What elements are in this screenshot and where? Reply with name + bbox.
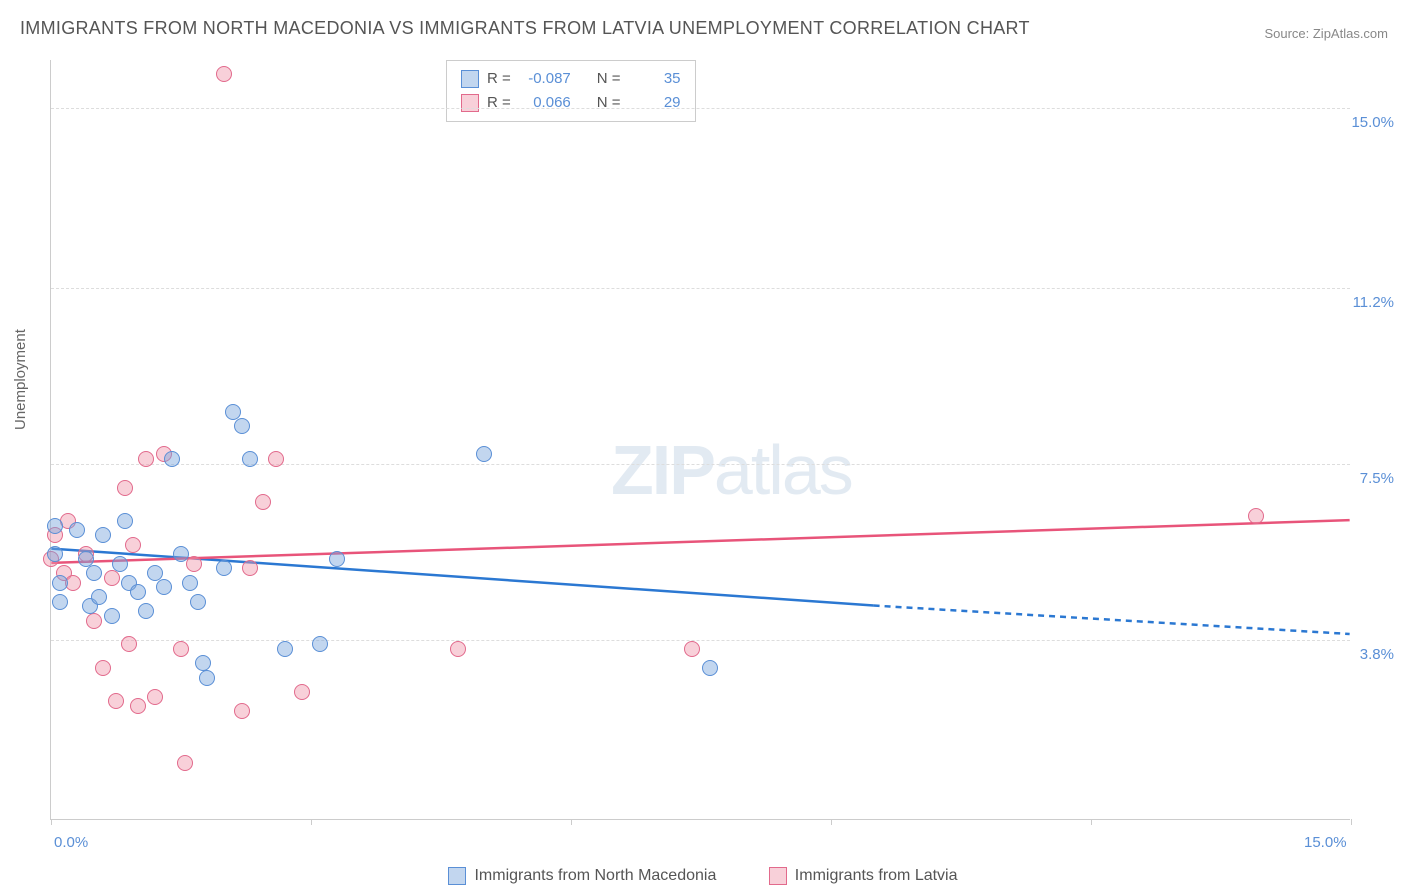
bottom-legend: Immigrants from North Macedonia Immigran… [0, 867, 1406, 890]
series-a-point [104, 608, 120, 624]
series-a-point [199, 670, 215, 686]
swatch-b [769, 867, 787, 885]
series-b-point [177, 755, 193, 771]
y-axis-title: Unemployment [12, 329, 29, 430]
x-tick [831, 819, 832, 825]
series-b-point [216, 66, 232, 82]
watermark: ZIPatlas [611, 430, 852, 510]
n-label: N = [597, 91, 621, 115]
n-value-b: 29 [629, 91, 681, 115]
series-b-point [130, 698, 146, 714]
series-b-point [268, 451, 284, 467]
series-a-point [277, 641, 293, 657]
legend-item-a: Immigrants from North Macedonia [448, 867, 716, 885]
series-a-point [329, 551, 345, 567]
n-value-a: 35 [629, 67, 681, 91]
watermark-bold: ZIP [611, 431, 714, 509]
correlation-legend: R = -0.087 N = 35 R = 0.066 N = 29 [446, 60, 696, 122]
series-b-point [684, 641, 700, 657]
series-b-point [138, 451, 154, 467]
corr-row-a: R = -0.087 N = 35 [461, 67, 681, 91]
series-b-point [108, 693, 124, 709]
series-b-point [1248, 508, 1264, 524]
series-b-point [173, 641, 189, 657]
series-b-point [450, 641, 466, 657]
n-label: N = [597, 67, 621, 91]
series-a-point [173, 546, 189, 562]
r-label: R = [487, 67, 511, 91]
series-b-point [121, 636, 137, 652]
series-b-point [86, 613, 102, 629]
gridline [51, 288, 1350, 289]
source-attribution: Source: ZipAtlas.com [1264, 26, 1388, 41]
series-b-point [242, 560, 258, 576]
x-tick [1351, 819, 1352, 825]
series-a-point [156, 579, 172, 595]
x-tick [51, 819, 52, 825]
watermark-rest: atlas [714, 431, 852, 509]
series-a-point [91, 589, 107, 605]
plot-area: ZIPatlas R = -0.087 N = 35 R = 0.066 N =… [50, 60, 1350, 820]
series-b-point [255, 494, 271, 510]
series-a-point [242, 451, 258, 467]
series-a-point [52, 594, 68, 610]
series-b-point [104, 570, 120, 586]
gridline [51, 640, 1350, 641]
swatch-a [461, 70, 479, 88]
series-a-point [52, 575, 68, 591]
source-prefix: Source: [1264, 26, 1312, 41]
r-label: R = [487, 91, 511, 115]
y-tick-label: 15.0% [1351, 114, 1394, 131]
series-b-point [147, 689, 163, 705]
series-a-point [182, 575, 198, 591]
series-a-point [95, 527, 111, 543]
swatch-b [461, 94, 479, 112]
series-b-point [186, 556, 202, 572]
series-b-point [294, 684, 310, 700]
r-value-b: 0.066 [519, 91, 571, 115]
series-a-point [47, 518, 63, 534]
legend-item-b: Immigrants from Latvia [769, 867, 958, 885]
series-a-point [702, 660, 718, 676]
series-a-point [130, 584, 146, 600]
series-a-point [117, 513, 133, 529]
y-tick-label: 11.2% [1353, 294, 1394, 311]
series-a-point [312, 636, 328, 652]
series-b-point [234, 703, 250, 719]
y-tick-label: 7.5% [1360, 470, 1394, 487]
series-b-point [125, 537, 141, 553]
x-tick-label: 0.0% [54, 834, 88, 851]
legend-label-a: Immigrants from North Macedonia [474, 867, 716, 885]
series-a-point [234, 418, 250, 434]
series-a-point [138, 603, 154, 619]
x-tick [311, 819, 312, 825]
x-tick [1091, 819, 1092, 825]
source-link[interactable]: ZipAtlas.com [1313, 26, 1388, 41]
swatch-a [448, 867, 466, 885]
series-a-point [47, 546, 63, 562]
series-b-point [95, 660, 111, 676]
series-a-point [164, 451, 180, 467]
series-a-point [112, 556, 128, 572]
r-value-a: -0.087 [519, 67, 571, 91]
series-a-point [86, 565, 102, 581]
series-a-point [190, 594, 206, 610]
gridline [51, 108, 1350, 109]
legend-label-b: Immigrants from Latvia [795, 867, 958, 885]
series-a-point [216, 560, 232, 576]
x-tick [571, 819, 572, 825]
series-a-point [476, 446, 492, 462]
x-tick-label: 15.0% [1304, 834, 1347, 851]
y-tick-label: 3.8% [1360, 646, 1394, 663]
chart-title: IMMIGRANTS FROM NORTH MACEDONIA VS IMMIG… [20, 18, 1030, 39]
series-a-point [69, 522, 85, 538]
series-b-point [117, 480, 133, 496]
corr-row-b: R = 0.066 N = 29 [461, 91, 681, 115]
